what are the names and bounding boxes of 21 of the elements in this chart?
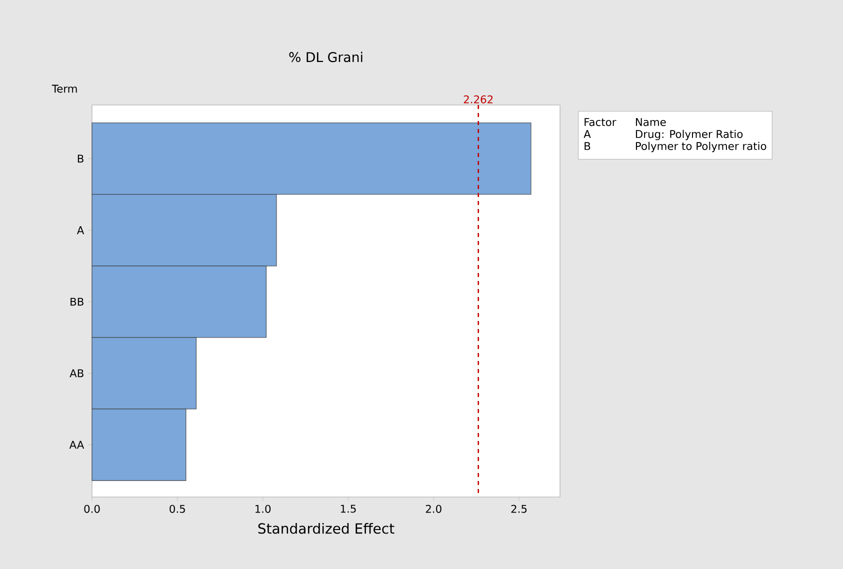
- y-tick-label: BB: [70, 298, 84, 306]
- ref-line-label: 2.262: [464, 95, 493, 104]
- text: Drug: Polymer Ratio: [636, 130, 743, 140]
- x-axis-title: Standardized Effect: [258, 522, 394, 534]
- text: Polymer to Polymer ratio: [636, 142, 766, 152]
- x-tick-label: 2.0: [426, 504, 442, 513]
- y-tick-label: AA: [69, 440, 84, 449]
- x-tick-label: 0.5: [170, 504, 185, 513]
- x-tick-label: 1.0: [255, 504, 271, 513]
- y-tick-label: A: [76, 226, 84, 234]
- chart-title: % DL Grani: [289, 52, 362, 62]
- text: B: [584, 142, 590, 150]
- text: Name: [636, 118, 666, 126]
- x-tick-label: 0.0: [84, 504, 100, 513]
- x-tick-label: 2.5: [511, 504, 527, 513]
- text: A: [584, 130, 591, 138]
- x-tick-label: 1.5: [340, 504, 356, 513]
- y-tick-label: AB: [70, 369, 84, 378]
- text: Factor: [584, 118, 616, 126]
- y-axis-title: Term: [52, 84, 77, 93]
- y-tick-label: B: [78, 154, 84, 163]
